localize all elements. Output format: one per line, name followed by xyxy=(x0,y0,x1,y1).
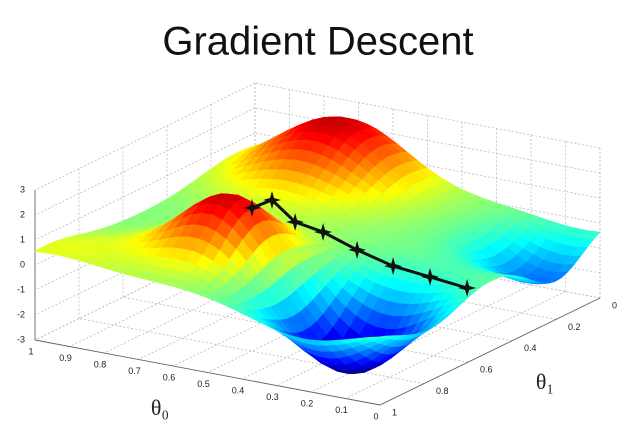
x-tick-label: 0.5 xyxy=(197,379,210,389)
descent-step xyxy=(348,240,367,259)
descent-step xyxy=(314,223,333,241)
axis-line xyxy=(379,297,601,406)
x-tick-label: 0.7 xyxy=(128,366,141,376)
descent-step xyxy=(286,213,305,231)
descent-step xyxy=(243,198,261,217)
y-tick-label: 0.4 xyxy=(524,343,537,353)
axis-line xyxy=(34,339,381,406)
grid-line xyxy=(78,318,425,384)
descent-step xyxy=(384,257,403,276)
x-tick-label: 0.8 xyxy=(94,359,107,369)
y-tick-label: 0 xyxy=(612,300,617,310)
surface xyxy=(34,116,601,374)
x-tick-label: 0.6 xyxy=(163,372,176,382)
grid-line xyxy=(34,107,256,216)
grid-line xyxy=(345,291,566,399)
y-tick-label: 0.8 xyxy=(436,386,449,396)
descent-step xyxy=(263,191,281,209)
descent-step xyxy=(421,267,439,286)
descent-path xyxy=(251,198,468,290)
x-tick-label: 0.3 xyxy=(266,392,279,402)
grid-line xyxy=(34,82,256,191)
x-axis-label: θ₀ xyxy=(151,395,169,420)
x-tick-label: 0.9 xyxy=(59,353,72,363)
grid-line xyxy=(34,132,256,241)
z-tick-label: 1 xyxy=(20,234,25,244)
x-tick-label: 0.2 xyxy=(301,398,314,408)
descent-step xyxy=(458,279,477,297)
z-tick-label: 3 xyxy=(20,184,25,194)
surface-patch xyxy=(369,335,387,338)
y-tick-label: 0.6 xyxy=(480,365,493,375)
x-tick-label: 0 xyxy=(373,411,378,421)
z-tick-label: -1 xyxy=(17,284,25,294)
chart-title: Gradient Descent xyxy=(162,20,473,64)
x-tick-label: 0.1 xyxy=(335,405,348,415)
x-tick-label: 0.4 xyxy=(232,385,245,395)
grid-line xyxy=(254,107,601,174)
z-tick-label: -2 xyxy=(17,309,25,319)
z-tick-label: 0 xyxy=(20,259,25,269)
y-tick-label: 0.2 xyxy=(568,322,581,332)
z-tick-label: -3 xyxy=(17,334,25,344)
y-axis-label: θ₁ xyxy=(536,369,554,394)
y-tick-label: 1 xyxy=(392,407,397,417)
grid-line xyxy=(254,82,601,149)
grid-line xyxy=(310,284,532,393)
z-tick-label: 2 xyxy=(20,209,25,219)
grid-line xyxy=(122,296,469,363)
x-tick-label: 1 xyxy=(28,346,33,356)
